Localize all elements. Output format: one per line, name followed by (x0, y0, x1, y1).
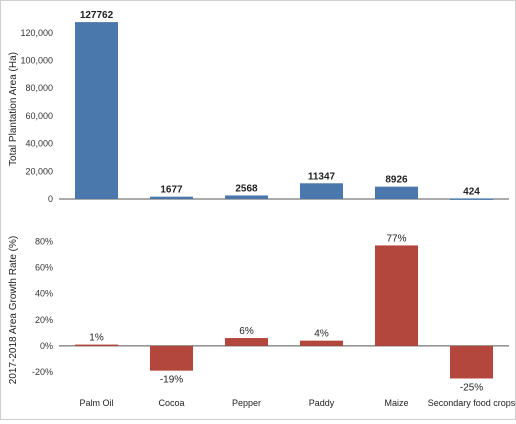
x-category-label: Palm Oil (79, 398, 113, 408)
bar (75, 22, 118, 199)
x-category-label: Pepper (232, 398, 261, 408)
data-label: 8926 (385, 175, 408, 186)
y-tick-label: 40,000 (25, 139, 53, 149)
data-label: 11347 (308, 171, 336, 182)
x-category-label: Cocoa (158, 398, 184, 408)
bar (450, 345, 493, 379)
y-axis-title: 2017-2018 Area Growth Rate (%) (8, 236, 19, 384)
bar (150, 196, 193, 199)
y-tick-label: 20% (35, 315, 53, 325)
data-label: 1677 (160, 185, 183, 196)
bar (450, 198, 493, 200)
bar (375, 186, 418, 199)
x-category-label: Maize (384, 398, 408, 408)
bar (150, 345, 193, 371)
y-tick-label: 40% (35, 289, 53, 299)
bar (225, 195, 268, 199)
y-tick-label: 0% (40, 341, 53, 351)
data-label: 2568 (235, 183, 258, 194)
bar (225, 338, 268, 346)
data-label: 6% (239, 326, 254, 337)
x-category-label: Paddy (309, 398, 335, 408)
data-label: 4% (314, 329, 329, 340)
data-label: 1% (89, 333, 104, 344)
y-tick-label: 60% (35, 263, 53, 273)
data-label: -25% (460, 382, 483, 393)
data-label: 77% (386, 233, 406, 244)
y-tick-label: 80,000 (25, 83, 53, 93)
bar (75, 344, 118, 347)
data-label: -19% (160, 375, 183, 386)
bar (300, 183, 343, 199)
bar (300, 340, 343, 346)
y-tick-label: 120,000 (20, 28, 53, 38)
x-category-label: Secondary food crops (428, 398, 515, 408)
data-label: 127762 (80, 10, 114, 21)
y-tick-label: 100,000 (20, 56, 53, 66)
y-tick-label: 60,000 (25, 111, 53, 121)
y-tick-label: 80% (35, 237, 53, 247)
growth-chart-panel: -20% 0% 20% 40% 60% 80% 2017-2018 Area Growth … (8, 233, 509, 393)
y-tick-label: 20,000 (25, 166, 53, 176)
data-label: 424 (463, 186, 480, 197)
bar (375, 245, 418, 346)
category-labels: Palm Oil Cocoa Pepper Paddy Maize Secondary f… (79, 398, 515, 408)
y-tick-label: -20% (32, 367, 53, 377)
y-tick-label: 0 (48, 194, 53, 204)
y-axis-title: Total Plantation Area (Ha) (8, 52, 19, 166)
area-chart-panel: 0 20,000 40,000 60,000 80,000 100,000 120,000 T… (8, 10, 509, 204)
